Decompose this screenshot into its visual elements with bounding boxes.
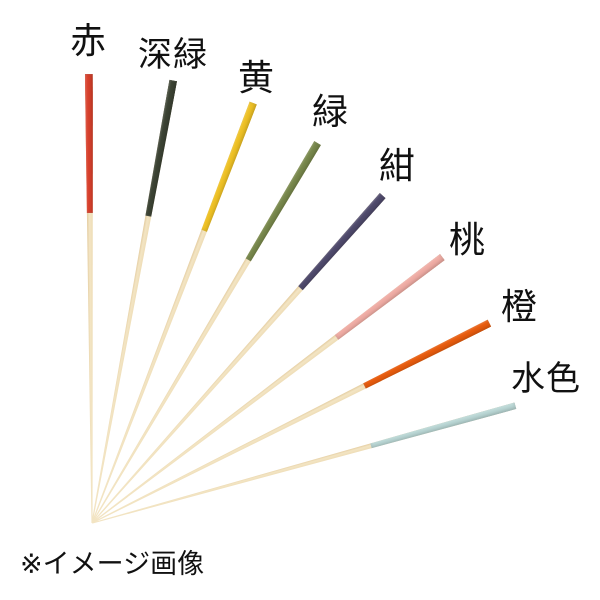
color-label-dark-green: 深緑 (138, 36, 208, 74)
color-label-light-blue: 水色 (511, 360, 581, 398)
color-label-green: 緑 (312, 91, 350, 132)
skewer-tip-orange (363, 319, 492, 389)
color-label-pink: 桃 (449, 219, 487, 260)
skewer-tip-green (245, 141, 321, 262)
color-label-yellow: 黄 (238, 57, 276, 98)
skewer-navy (89, 193, 386, 526)
skewer-tip-yellow (200, 101, 257, 232)
color-label-orange: 橙 (501, 286, 539, 327)
skewer-light-blue (91, 402, 516, 526)
skewer-dark-green (88, 80, 177, 524)
skewer-tip-navy (297, 193, 385, 291)
skewer-tip-pink (334, 254, 445, 341)
skewer-tip-light-blue (370, 402, 516, 449)
image-disclaimer-caption: ※イメージ画像 (20, 549, 205, 579)
skewer-tip-dark-green (144, 80, 177, 217)
skewer-tip-red (85, 74, 94, 213)
color-label-red: 赤 (70, 20, 108, 61)
skewer-red (85, 74, 96, 523)
color-label-navy: 紺 (379, 145, 417, 186)
